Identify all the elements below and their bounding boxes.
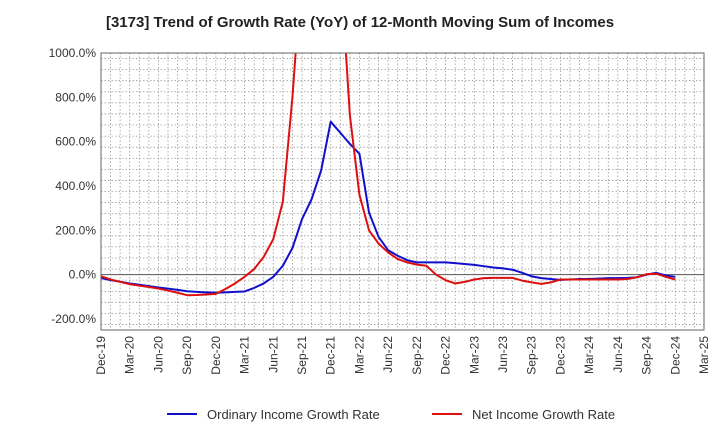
legend: Ordinary Income Growth Rate Net Income Gr… xyxy=(167,407,615,422)
x-tick-label: Dec-19 xyxy=(94,336,108,375)
x-tick-label: Jun-21 xyxy=(266,336,280,373)
chart-title: [3173] Trend of Growth Rate (YoY) of 12-… xyxy=(105,14,615,31)
y-tick-label: -200.0% xyxy=(51,312,96,326)
legend-label: Net Income Growth Rate xyxy=(472,407,615,422)
x-tick-label: Dec-20 xyxy=(209,336,223,375)
x-tick-label: Mar-23 xyxy=(467,336,481,374)
y-tick-label: 400.0% xyxy=(55,179,96,193)
y-tick-label: 0.0% xyxy=(69,268,97,282)
plot-border xyxy=(100,52,705,331)
x-tick-label: Dec-21 xyxy=(324,336,338,375)
x-tick-label: Dec-24 xyxy=(668,336,682,375)
y-axis-tick-labels: -200.0% 0.0% 200.0% 400.0% 600.0% 800.0% 1000.… xyxy=(49,46,97,326)
x-tick-label: Mar-25 xyxy=(697,336,711,374)
vertical-gridlines xyxy=(100,53,705,330)
x-tick-label: Sep-20 xyxy=(180,336,194,375)
x-tick-label: Dec-23 xyxy=(553,336,567,375)
x-tick-label: Jun-22 xyxy=(381,336,395,373)
x-axis-tick-labels: Dec-19 Mar-20 Jun-20 Sep-20 Dec-20 Mar-21 Jun-… xyxy=(94,336,711,375)
x-tick-label: Mar-20 xyxy=(123,336,137,374)
x-tick-label: Mar-22 xyxy=(352,336,366,374)
x-tick-label: Jun-20 xyxy=(151,336,165,373)
x-tick-label: Sep-21 xyxy=(295,336,309,375)
x-tick-label: Sep-22 xyxy=(410,336,424,375)
horizontal-gridlines xyxy=(101,58,704,325)
x-tick-label: Sep-23 xyxy=(525,336,539,375)
x-tick-label: Mar-21 xyxy=(238,336,252,374)
series-layer xyxy=(101,53,676,297)
legend-label: Ordinary Income Growth Rate xyxy=(207,407,380,422)
y-tick-label: 200.0% xyxy=(55,223,96,237)
x-tick-label: Dec-22 xyxy=(439,336,453,375)
y-tick-label: 800.0% xyxy=(55,90,96,104)
y-tick-label: 1000.0% xyxy=(49,46,97,60)
x-tick-label: Jun-23 xyxy=(496,336,510,373)
x-tick-label: Mar-24 xyxy=(582,336,596,374)
x-tick-label: Jun-24 xyxy=(611,336,625,373)
x-tick-label: Sep-24 xyxy=(640,336,654,375)
series-line xyxy=(101,53,676,297)
y-tick-label: 600.0% xyxy=(55,135,96,149)
